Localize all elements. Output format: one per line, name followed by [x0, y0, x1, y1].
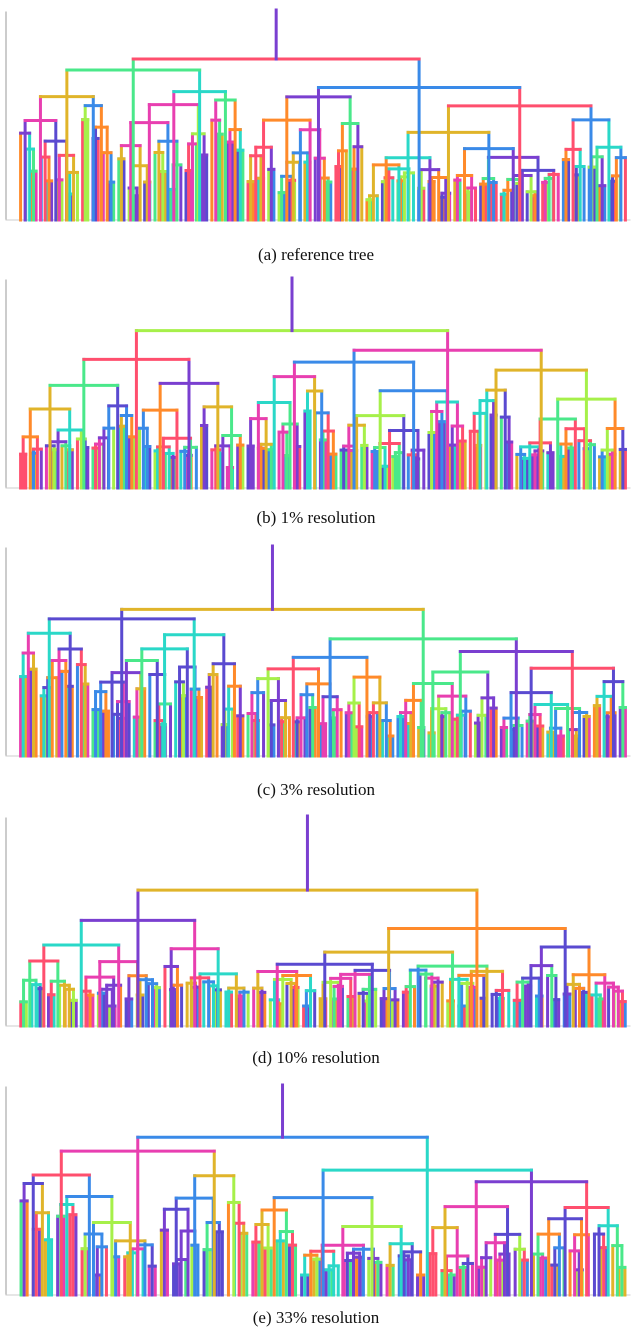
panel-c: (c) 3% resolution [0, 536, 632, 801]
caption-d: (d) 10% resolution [252, 1048, 380, 1067]
panel-d: (d) 10% resolution [0, 806, 632, 1071]
dendrogram-c [5, 544, 631, 758]
dendrogram-b [5, 276, 631, 490]
caption-e: (e) 33% resolution [252, 1308, 380, 1327]
caption-c: (c) 3% resolution [256, 780, 376, 799]
panel-e: (e) 33% resolution [0, 1075, 632, 1338]
caption-a: (a) reference tree [257, 245, 375, 264]
dendrogram-e [5, 1083, 631, 1297]
caption-b: (b) 1% resolution [256, 508, 376, 527]
panel-a: (a) reference tree [0, 0, 632, 265]
dendrogram-d [5, 814, 631, 1028]
panel-b: (b) 1% resolution [0, 268, 632, 533]
dendrogram-a [5, 8, 631, 222]
